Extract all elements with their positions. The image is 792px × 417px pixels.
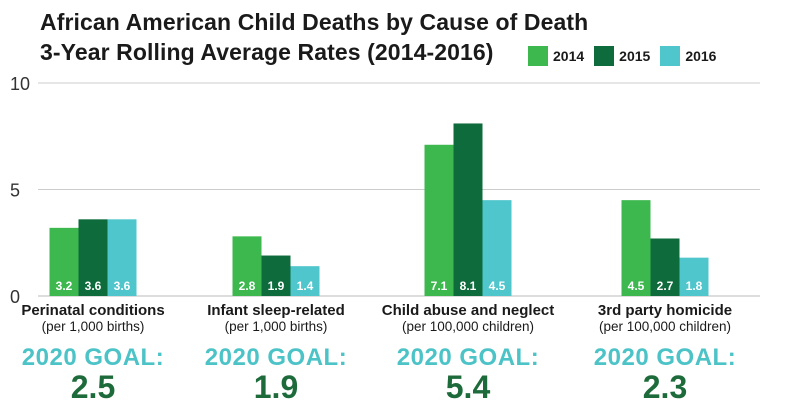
legend: 2014 2015 2016 bbox=[528, 46, 726, 66]
bar-label-2015-cat2: 8.1 bbox=[460, 279, 477, 293]
y-tick-label-5: 5 bbox=[10, 181, 20, 201]
bar-label-2015-cat3: 2.7 bbox=[657, 279, 674, 293]
bar-2015-cat2 bbox=[453, 123, 483, 296]
bar-2015-cat1 bbox=[261, 255, 291, 296]
bar-2015-cat3 bbox=[650, 238, 680, 296]
chart-title: African American Child Deaths by Cause o… bbox=[40, 9, 589, 35]
bar-label-2015-cat1: 1.9 bbox=[268, 279, 285, 293]
goal-label-infant-sleep: 2020 GOAL: bbox=[204, 344, 348, 371]
bar-label-2015-cat0: 3.6 bbox=[85, 279, 102, 293]
category-name-perinatal: Perinatal conditions bbox=[21, 302, 165, 319]
bar-label-2016-cat1: 1.4 bbox=[297, 279, 314, 293]
bar-2014-cat2 bbox=[424, 144, 454, 296]
chart-subtitle: 3-Year Rolling Average Rates (2014-2016) bbox=[40, 39, 494, 65]
category-unit-infant-sleep: (per 1,000 births) bbox=[224, 319, 328, 334]
legend-label-2014: 2014 bbox=[553, 48, 585, 64]
bar-2014-cat0 bbox=[49, 227, 79, 296]
bar-label-2014-cat2: 7.1 bbox=[431, 279, 448, 293]
category-unit-child-abuse: (per 100,000 children) bbox=[401, 319, 535, 334]
legend-label-2016: 2016 bbox=[685, 48, 717, 64]
category-name-infant-sleep: Infant sleep-related bbox=[207, 302, 345, 319]
bar-2014-cat3 bbox=[621, 200, 651, 296]
legend-label-2015: 2015 bbox=[619, 48, 651, 64]
bar-label-2016-cat2: 4.5 bbox=[489, 279, 506, 293]
category-name-child-abuse: Child abuse and neglect bbox=[381, 302, 555, 319]
bar-label-2016-cat3: 1.8 bbox=[686, 279, 703, 293]
bar-label-2014-cat3: 4.5 bbox=[628, 279, 645, 293]
y-tick-label-10: 10 bbox=[10, 74, 30, 94]
goal-value-child-abuse: 5.4 bbox=[445, 369, 491, 405]
category-unit-perinatal: (per 1,000 births) bbox=[41, 319, 145, 334]
bar-label-2014-cat0: 3.2 bbox=[56, 279, 73, 293]
legend-swatch-2016 bbox=[660, 46, 681, 66]
legend-item-2016: 2016 bbox=[660, 46, 716, 66]
bar-label-2014-cat1: 2.8 bbox=[239, 279, 256, 293]
goal-value-infant-sleep: 1.9 bbox=[253, 369, 299, 405]
goal-value-homicide: 2.3 bbox=[642, 369, 688, 405]
legend-swatch-2015 bbox=[594, 46, 615, 66]
goal-label-child-abuse: 2020 GOAL: bbox=[396, 344, 540, 371]
goal-label-homicide: 2020 GOAL: bbox=[593, 344, 737, 371]
y-tick-label-0: 0 bbox=[10, 287, 20, 307]
legend-swatch-2014 bbox=[528, 46, 548, 66]
category-name-homicide: 3rd party homicide bbox=[597, 302, 733, 319]
goal-label-perinatal: 2020 GOAL: bbox=[21, 344, 165, 371]
legend-item-2014: 2014 bbox=[528, 46, 584, 66]
bar-2015-cat0 bbox=[78, 219, 108, 296]
goal-value-perinatal: 2.5 bbox=[70, 369, 116, 405]
bar-2016-cat3 bbox=[679, 257, 709, 296]
bar-2014-cat1 bbox=[232, 236, 262, 296]
legend-item-2015: 2015 bbox=[594, 46, 650, 66]
bar-2016-cat2 bbox=[482, 200, 512, 296]
category-unit-homicide: (per 100,000 children) bbox=[598, 319, 732, 334]
bar-2016-cat0 bbox=[107, 219, 137, 296]
bar-label-2016-cat0: 3.6 bbox=[114, 279, 131, 293]
bar-2016-cat1 bbox=[290, 266, 320, 296]
